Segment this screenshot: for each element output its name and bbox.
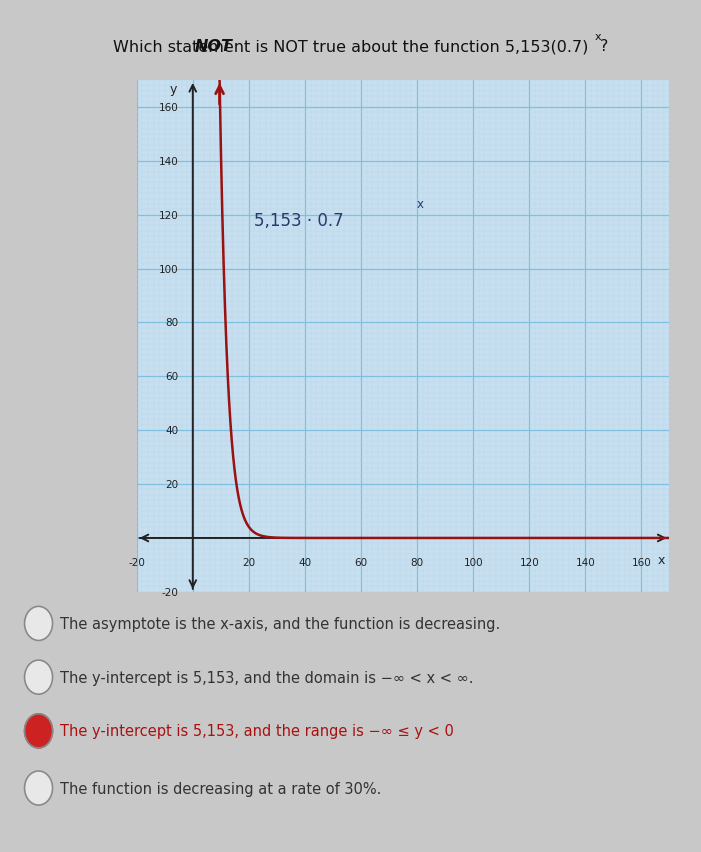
Text: 20: 20 bbox=[243, 557, 255, 567]
Text: 140: 140 bbox=[576, 557, 595, 567]
Text: -20: -20 bbox=[162, 587, 179, 597]
Text: 120: 120 bbox=[519, 557, 539, 567]
Text: The function is decreasing at a rate of 30%.: The function is decreasing at a rate of … bbox=[60, 780, 381, 796]
Text: y: y bbox=[170, 83, 177, 95]
Text: x: x bbox=[594, 32, 601, 42]
Text: The y-intercept is 5,153, and the range is −∞ ≤ y < 0: The y-intercept is 5,153, and the range … bbox=[60, 723, 454, 739]
Text: x: x bbox=[417, 199, 424, 211]
Text: 80: 80 bbox=[411, 557, 423, 567]
Text: -20: -20 bbox=[128, 557, 145, 567]
Text: Which statement is NOT true about the function 5,153(0.7): Which statement is NOT true about the fu… bbox=[113, 39, 588, 55]
Text: 20: 20 bbox=[165, 480, 179, 490]
Text: 140: 140 bbox=[159, 157, 179, 167]
Text: 5,153 · 0.7: 5,153 · 0.7 bbox=[254, 212, 344, 230]
Text: The asymptote is the x-axis, and the function is decreasing.: The asymptote is the x-axis, and the fun… bbox=[60, 616, 500, 631]
Text: 40: 40 bbox=[299, 557, 311, 567]
Text: 100: 100 bbox=[159, 264, 179, 274]
Text: x: x bbox=[658, 553, 665, 567]
Text: 60: 60 bbox=[165, 372, 179, 382]
Text: 160: 160 bbox=[159, 103, 179, 112]
Text: 80: 80 bbox=[165, 318, 179, 328]
Text: 100: 100 bbox=[463, 557, 483, 567]
Text: 40: 40 bbox=[165, 426, 179, 435]
Text: The y-intercept is 5,153, and the domain is −∞ < x < ∞.: The y-intercept is 5,153, and the domain… bbox=[60, 670, 473, 685]
Text: NOT: NOT bbox=[195, 39, 233, 55]
Text: ?: ? bbox=[600, 39, 608, 55]
Text: 60: 60 bbox=[355, 557, 367, 567]
Text: 120: 120 bbox=[159, 210, 179, 221]
Text: 160: 160 bbox=[632, 557, 651, 567]
